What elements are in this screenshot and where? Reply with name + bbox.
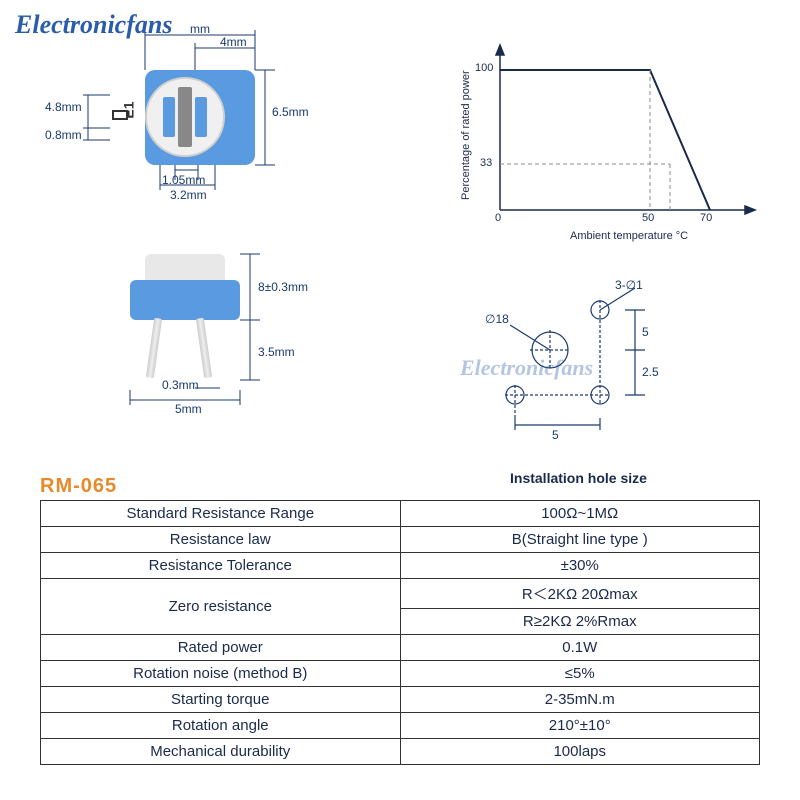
dim-top1: mm: [190, 22, 210, 36]
ytick-100: 100: [475, 62, 493, 74]
dim-hleg: 3.5mm: [258, 345, 295, 359]
install-v2: 2.5: [642, 365, 659, 379]
table-row: Resistance Tolerance±30%: [41, 553, 760, 579]
dim-bot1: 1.05mm: [162, 173, 205, 187]
install-h1: 5: [552, 428, 559, 442]
table-key: Rotation angle: [41, 713, 401, 739]
table-row: Standard Resistance Range100Ω~1MΩ: [41, 501, 760, 527]
model-label: RM-065: [40, 475, 117, 498]
install-caption: Installation hole size: [510, 470, 647, 486]
table-value: 210°±10°: [400, 713, 760, 739]
derating-chart: Percentage of rated power Ambient temper…: [440, 40, 770, 250]
dim-right: 6.5mm: [272, 105, 309, 119]
dim-top2: 4mm: [220, 35, 247, 49]
table-value: B(Straight line type ): [400, 527, 760, 553]
dim-left1: 4.8mm: [45, 100, 82, 114]
table-key: Rotation noise (method B): [41, 661, 401, 687]
table-value: R＜2KΩ 20Ωmax: [400, 579, 760, 609]
install-d18: ∅18: [485, 312, 509, 326]
table-row: Resistance lawB(Straight line type ): [41, 527, 760, 553]
table-value: R≥2KΩ 2%Rmax: [400, 609, 760, 635]
table-key: Rated power: [41, 635, 401, 661]
chart-xlabel: Ambient temperature °C: [570, 230, 688, 242]
table-value: ≤5%: [400, 661, 760, 687]
xtick-0: 0: [495, 212, 501, 224]
install-v1: 5: [642, 325, 649, 339]
table-row: Starting torque2-35mN.m: [41, 687, 760, 713]
side-view-diagram: 8±0.3mm 3.5mm 0.3mm 5mm: [100, 240, 300, 440]
table-key: Resistance Tolerance: [41, 553, 401, 579]
dim-width: 5mm: [175, 402, 202, 416]
table-key: Starting torque: [41, 687, 401, 713]
table-row: Rotation angle210°±10°: [41, 713, 760, 739]
install-d1: 3-∅1: [615, 278, 643, 292]
xtick-70: 70: [700, 212, 712, 224]
chart-ylabel: Percentage of rated power: [460, 70, 472, 200]
table-row: Rotation noise (method B)≤5%: [41, 661, 760, 687]
table-row: Rated power0.1W: [41, 635, 760, 661]
table-key: Resistance law: [41, 527, 401, 553]
top-view-diagram: E1: [100, 50, 300, 210]
table-key: Standard Resistance Range: [41, 501, 401, 527]
diagrams-container: E1: [0, 0, 800, 500]
dim-hbody: 8±0.3mm: [258, 280, 308, 294]
watermark-top-left: Electronicfans: [15, 10, 172, 40]
table-value: ±30%: [400, 553, 760, 579]
table-value: 2-35mN.m: [400, 687, 760, 713]
table-value: 100laps: [400, 739, 760, 765]
ytick-33: 33: [480, 157, 492, 169]
xtick-50: 50: [642, 212, 654, 224]
dim-legthick: 0.3mm: [162, 378, 199, 392]
table-row: Mechanical durability100laps: [41, 739, 760, 765]
table-key: Mechanical durability: [41, 739, 401, 765]
table-key: Zero resistance: [41, 579, 401, 635]
dim-left2: 0.8mm: [45, 128, 82, 142]
dim-bot2: 3.2mm: [170, 188, 207, 202]
table-value: 100Ω~1MΩ: [400, 501, 760, 527]
table-value: 0.1W: [400, 635, 760, 661]
side-dim-lines: [100, 240, 340, 440]
spec-table: Standard Resistance Range100Ω~1MΩResista…: [40, 500, 760, 765]
watermark-middle: Electronicfans: [460, 355, 593, 381]
